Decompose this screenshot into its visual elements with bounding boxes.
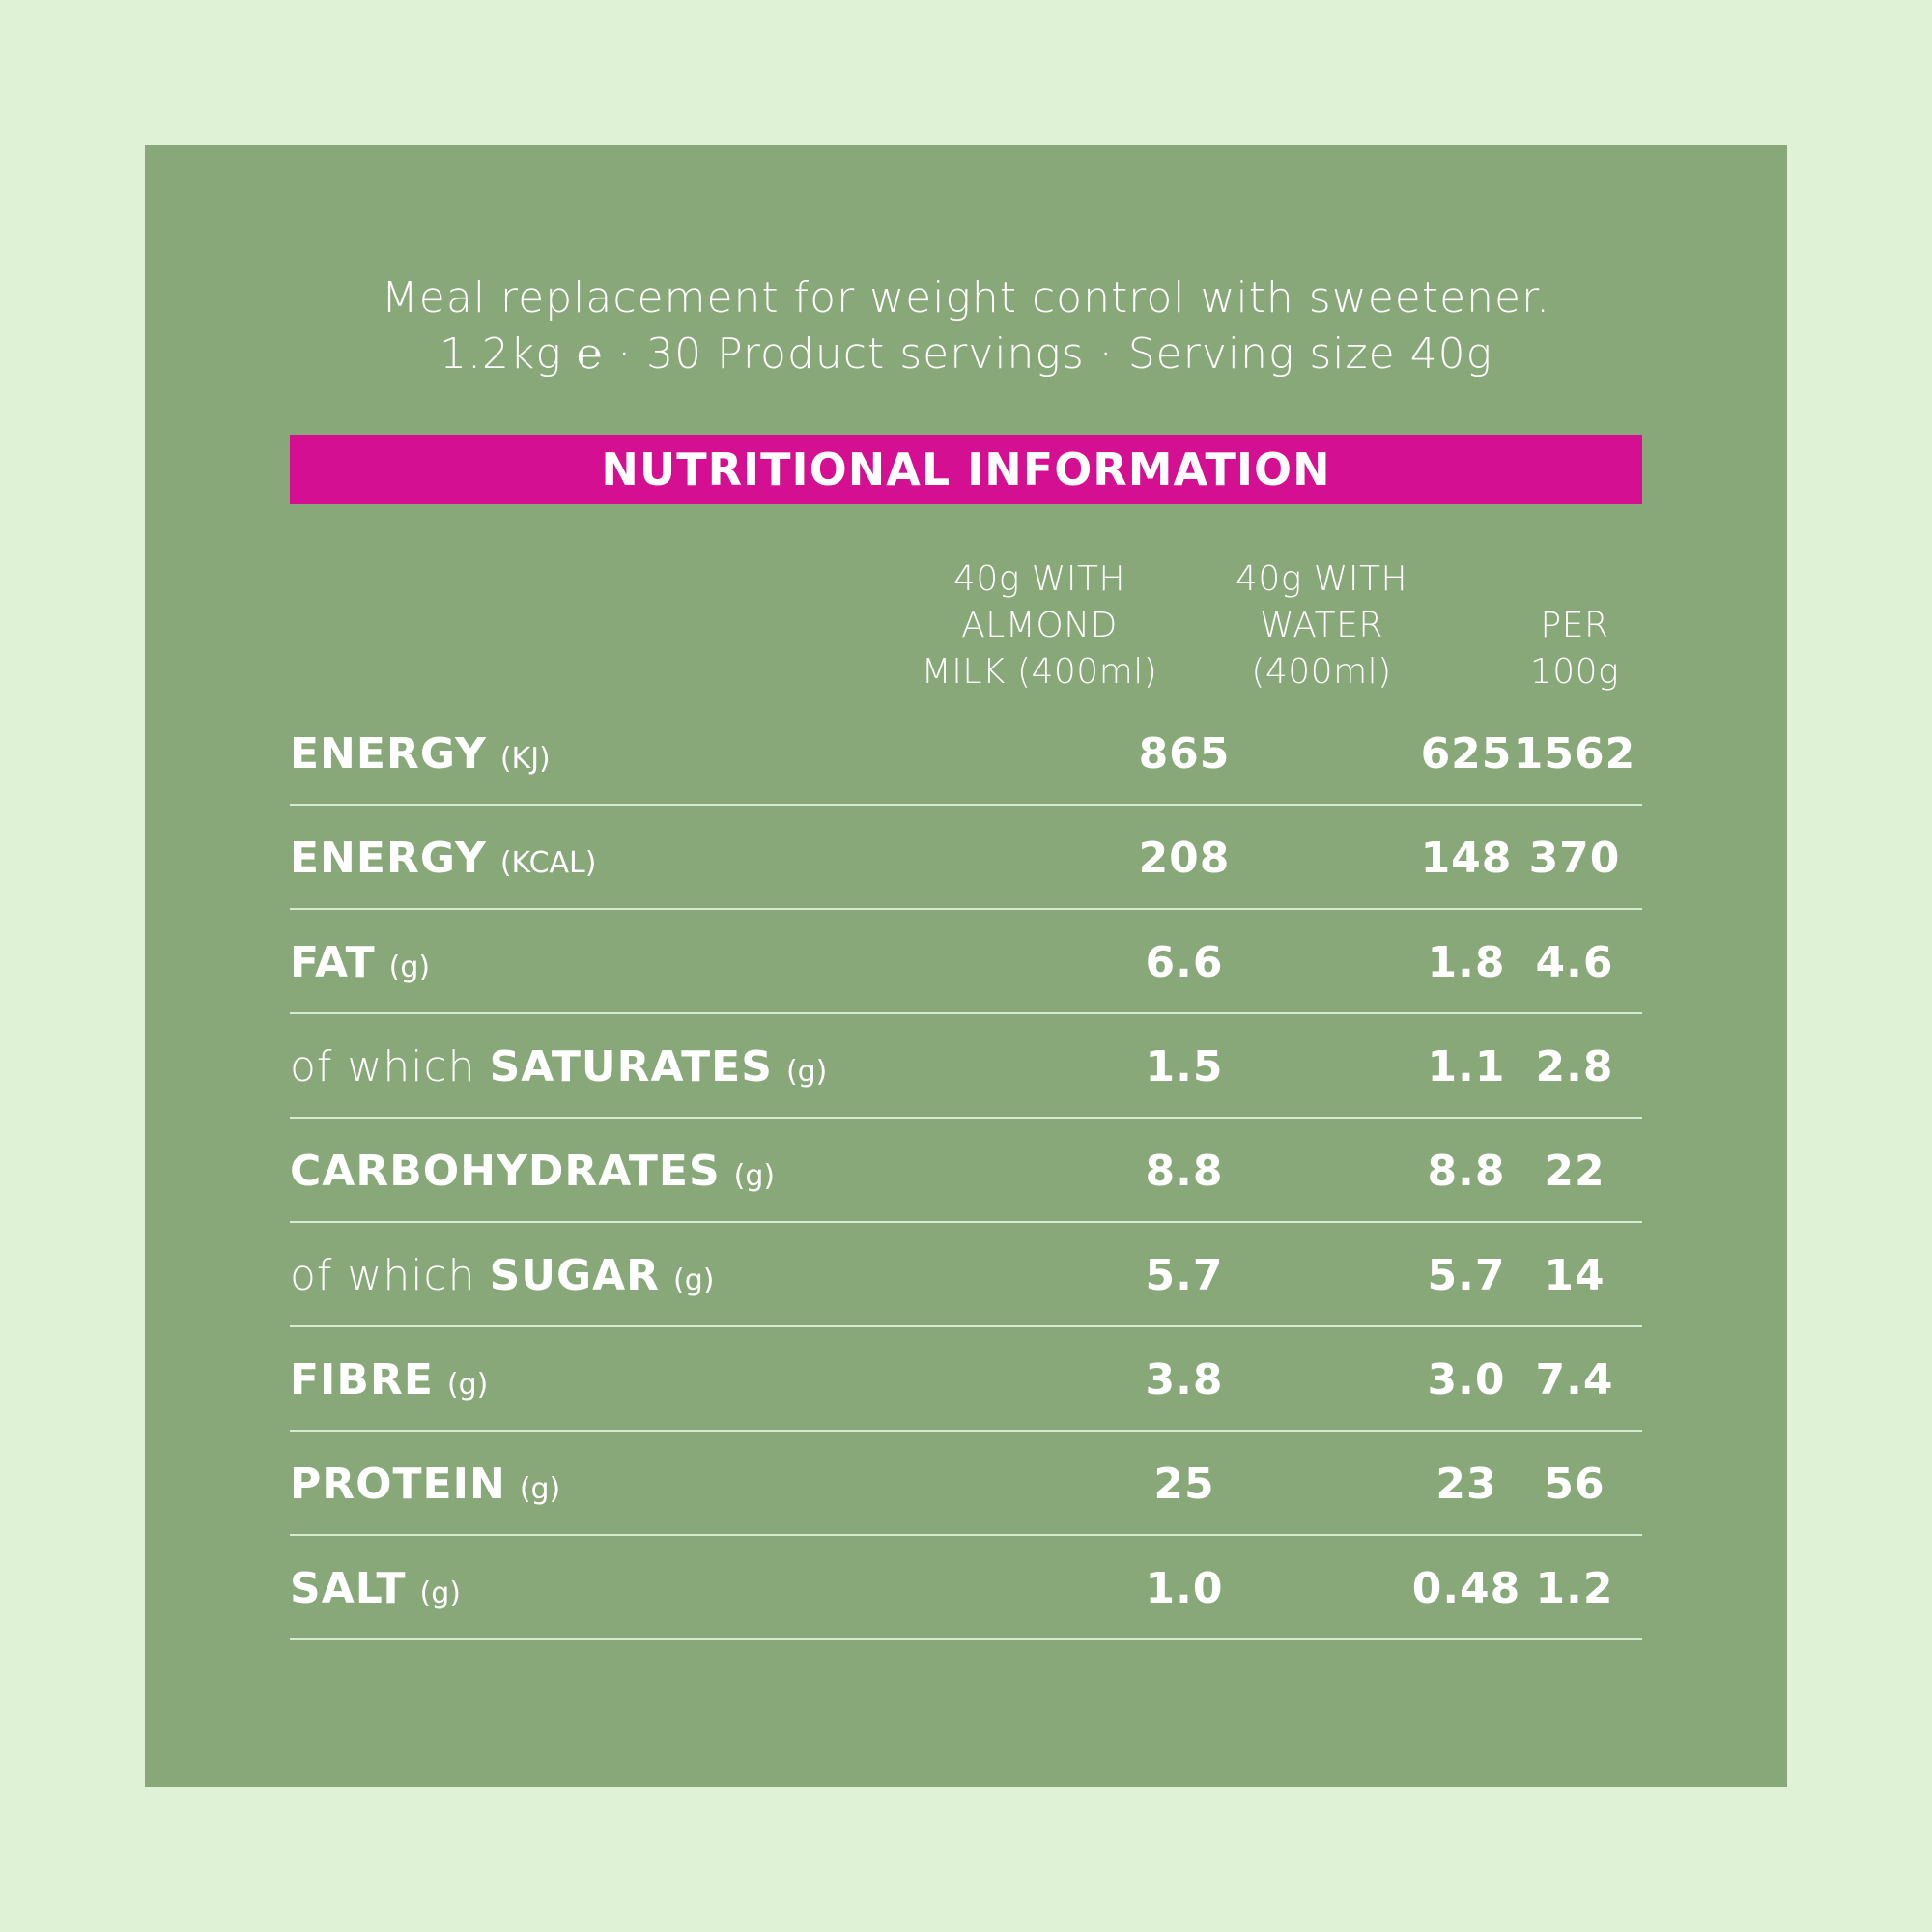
column-header-line: ALMOND — [961, 606, 1118, 645]
nutrient-name: SUGAR — [489, 1251, 661, 1300]
value-water: 148 — [1420, 834, 1513, 883]
table-row: FIBRE (g) 3.8 3.0 7.4 — [290, 1327, 1642, 1432]
nutrient-name: ENERGY — [290, 834, 487, 883]
table-row: ENERGY (KCAL) 208 148 370 — [290, 806, 1642, 910]
value-per-100g: 4.6 — [1535, 938, 1614, 987]
description-line: Meal replacement for weight control with… — [381, 273, 1551, 323]
nutrient-unit: (g) — [733, 1159, 776, 1193]
value-per-100g: 370 — [1528, 834, 1621, 883]
nutrient-name: FIBRE — [290, 1355, 434, 1405]
value-water: 8.8 — [1427, 1147, 1506, 1196]
row-label: FIBRE (g) — [290, 1327, 488, 1430]
nutrient-prefix: of which — [290, 1042, 476, 1092]
value-water: 5.7 — [1427, 1251, 1506, 1300]
column-header-line: 100g — [1529, 652, 1620, 692]
value-water: 3.0 — [1427, 1355, 1506, 1405]
column-header-line: 40g WITH — [1235, 559, 1408, 599]
product-description: Meal replacement for weight control with… — [0, 270, 1932, 383]
value-almond-milk: 25 — [1153, 1460, 1215, 1509]
column-header-line: WATER — [1260, 606, 1383, 645]
nutrient-unit: (KCAL) — [499, 846, 597, 880]
value-per-100g: 7.4 — [1535, 1355, 1614, 1405]
label-panel — [145, 145, 1787, 1787]
value-almond-milk: 208 — [1138, 834, 1231, 883]
nutrient-name: CARBOHYDRATES — [290, 1147, 721, 1196]
value-per-100g: 22 — [1544, 1147, 1605, 1196]
value-almond-milk: 6.6 — [1145, 938, 1224, 987]
column-header-water: 40g WITH WATER (400ml) — [1177, 556, 1466, 696]
column-header-line: (400ml) — [1251, 652, 1392, 692]
table-row: PROTEIN (g) 25 23 56 — [290, 1432, 1642, 1536]
row-label: of which SATURATES (g) — [290, 1014, 827, 1117]
row-label: ENERGY (KJ) — [290, 701, 551, 804]
table-row: ENERGY (KJ) 865 625 1562 — [290, 701, 1642, 806]
net-weight: 1.2kg — [439, 329, 577, 379]
column-header-line: MILK (400ml) — [921, 652, 1158, 692]
nutrient-unit: (g) — [419, 1577, 461, 1610]
table-row: of which SUGAR (g) 5.7 5.7 14 — [290, 1223, 1642, 1327]
value-almond-milk: 8.8 — [1145, 1147, 1224, 1196]
column-header-line: 40g WITH — [952, 559, 1126, 599]
value-per-100g: 14 — [1544, 1251, 1605, 1300]
nutrient-name: ENERGY — [290, 729, 487, 779]
nutrient-unit: (g) — [388, 951, 431, 984]
row-label: CARBOHYDRATES (g) — [290, 1119, 775, 1221]
value-per-100g: 1.2 — [1535, 1564, 1614, 1613]
value-almond-milk: 3.8 — [1145, 1355, 1224, 1405]
table-row: of which SATURATES (g) 1.5 1.1 2.8 — [290, 1014, 1642, 1119]
column-header-per-100g: PER 100g — [1478, 603, 1671, 696]
nutrient-unit: (KJ) — [499, 742, 551, 776]
nutrient-name: SATURATES — [489, 1042, 773, 1092]
servings-info: · 30 Product servings · Serving size 40g — [603, 329, 1493, 379]
value-water: 1.8 — [1427, 938, 1506, 987]
nutrient-name: SALT — [290, 1564, 407, 1613]
row-label: FAT (g) — [290, 910, 430, 1012]
table-row: CARBOHYDRATES (g) 8.8 8.8 22 — [290, 1119, 1642, 1223]
value-almond-milk: 865 — [1138, 729, 1231, 779]
value-per-100g: 2.8 — [1535, 1042, 1614, 1092]
column-header-almond-milk: 40g WITH ALMOND MILK (400ml) — [895, 556, 1184, 696]
value-water: 0.48 — [1411, 1564, 1521, 1613]
value-almond-milk: 1.0 — [1145, 1564, 1224, 1613]
table-row: SALT (g) 1.0 0.48 1.2 — [290, 1536, 1642, 1640]
nutrient-prefix: of which — [290, 1251, 476, 1300]
pack-info-line: 1.2kg ℮ · 30 Product servings · Serving … — [0, 327, 1932, 383]
nutrition-table: ENERGY (KJ) 865 625 1562 ENERGY (KCAL) 208… — [290, 701, 1642, 1640]
column-header-line: PER — [1540, 606, 1609, 645]
nutrient-unit: (g) — [446, 1368, 489, 1402]
row-label: of which SUGAR (g) — [290, 1223, 715, 1325]
value-almond-milk: 5.7 — [1145, 1251, 1224, 1300]
estimated-sign-icon: ℮ — [576, 329, 604, 379]
row-label: PROTEIN (g) — [290, 1432, 560, 1534]
table-row: FAT (g) 6.6 1.8 4.6 — [290, 910, 1642, 1014]
row-label: ENERGY (KCAL) — [290, 806, 596, 908]
nutrient-name: FAT — [290, 938, 376, 987]
value-water: 1.1 — [1427, 1042, 1506, 1092]
nutrient-unit: (g) — [785, 1055, 828, 1089]
value-per-100g: 56 — [1544, 1460, 1605, 1509]
value-water: 625 — [1420, 729, 1513, 779]
value-per-100g: 1562 — [1513, 729, 1636, 779]
row-label: SALT (g) — [290, 1536, 461, 1638]
nutrient-unit: (g) — [673, 1264, 715, 1297]
nutrient-unit: (g) — [519, 1472, 561, 1506]
value-almond-milk: 1.5 — [1145, 1042, 1224, 1092]
nutrition-banner: NUTRITIONAL INFORMATION — [290, 435, 1642, 504]
value-water: 23 — [1435, 1460, 1497, 1509]
nutrient-name: PROTEIN — [290, 1460, 506, 1509]
